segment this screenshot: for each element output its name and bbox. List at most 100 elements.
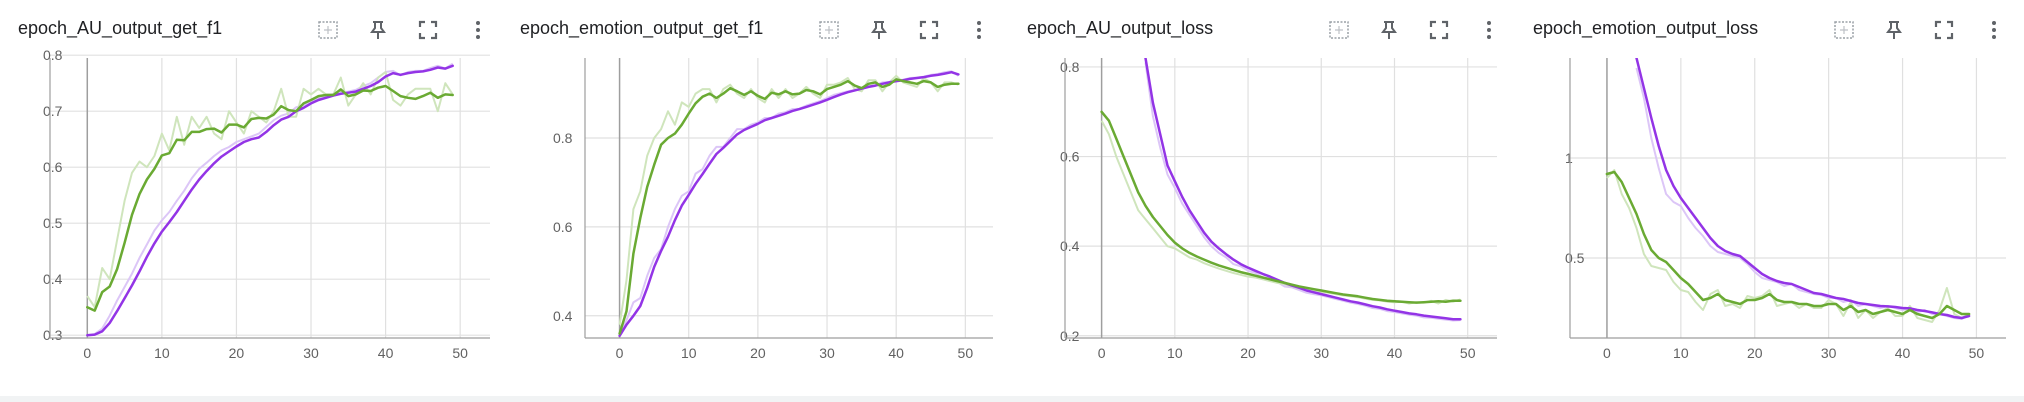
fullscreen-button[interactable] bbox=[1425, 16, 1453, 44]
purple-series-line[interactable] bbox=[1635, 58, 1971, 320]
green-series-line[interactable] bbox=[618, 78, 960, 335]
pin-button[interactable] bbox=[1375, 16, 1403, 44]
y-tick-label: 0.4 bbox=[43, 271, 63, 287]
bottom-divider bbox=[0, 396, 2024, 402]
x-tick-label: 50 bbox=[1460, 345, 1476, 361]
chart-title: epoch_AU_output_loss bbox=[1027, 18, 1214, 38]
x-tick-label: 40 bbox=[378, 345, 394, 361]
x-tick-label: 40 bbox=[1387, 345, 1403, 361]
fit-domain-icon bbox=[819, 21, 839, 39]
x-tick-label: 50 bbox=[452, 345, 468, 361]
series-group bbox=[1100, 58, 1462, 322]
fullscreen-icon bbox=[919, 20, 939, 40]
chart-title: epoch_emotion_output_loss bbox=[1533, 18, 1759, 38]
purple-raw-series-line bbox=[1144, 62, 1461, 322]
fit-domain-button[interactable] bbox=[314, 16, 342, 44]
x-tick-label: 0 bbox=[616, 345, 624, 361]
series-group bbox=[618, 70, 960, 338]
pin-button[interactable] bbox=[1880, 16, 1908, 44]
y-tick-label: 0.5 bbox=[1565, 250, 1585, 266]
pin-icon bbox=[370, 21, 386, 39]
series-group bbox=[1605, 58, 1971, 323]
more-options-button[interactable] bbox=[1980, 16, 2008, 44]
x-tick-label: 10 bbox=[1167, 345, 1183, 361]
chart-plot-area[interactable]: 0.3 0.4 0.5 0.6 0.7 0.8 0 10 20 30 40 50 bbox=[43, 47, 490, 361]
x-tick-label: 30 bbox=[1821, 345, 1837, 361]
x-tick-label: 20 bbox=[229, 345, 245, 361]
y-tick-label: 0.4 bbox=[1060, 238, 1080, 254]
pin-button[interactable] bbox=[364, 16, 392, 44]
x-tick-label: 40 bbox=[1895, 345, 1911, 361]
purple-raw-series-line bbox=[618, 70, 959, 335]
more-vert-icon bbox=[1992, 21, 1996, 39]
fullscreen-icon bbox=[418, 20, 438, 40]
fullscreen-icon bbox=[1934, 20, 1954, 40]
green-series-line[interactable] bbox=[86, 84, 454, 312]
chart-plot-area[interactable]: 0.4 0.6 0.8 0 10 20 30 40 50 bbox=[553, 58, 993, 361]
green-series-line[interactable] bbox=[1605, 170, 1971, 320]
fit-domain-button[interactable] bbox=[1325, 16, 1353, 44]
chart-toolbar bbox=[1830, 12, 2008, 48]
x-tick-label: 40 bbox=[888, 345, 904, 361]
fit-domain-button[interactable] bbox=[1830, 16, 1858, 44]
fullscreen-icon bbox=[1429, 20, 1449, 40]
green-series-line[interactable] bbox=[1100, 110, 1462, 304]
y-tick-label: 0.7 bbox=[43, 103, 63, 119]
purple-series-line[interactable] bbox=[86, 64, 454, 337]
y-tick-label: 0.4 bbox=[553, 308, 573, 324]
chart-plot-area[interactable]: 0.510 10 20 30 40 50 bbox=[1565, 58, 2006, 361]
x-tick-label: 10 bbox=[154, 345, 170, 361]
more-options-button[interactable] bbox=[965, 16, 993, 44]
purple-series-line[interactable] bbox=[618, 70, 960, 338]
y-tick-label: 0.5 bbox=[43, 215, 63, 231]
fullscreen-button[interactable] bbox=[414, 16, 442, 44]
fullscreen-button[interactable] bbox=[1930, 16, 1958, 44]
pin-button[interactable] bbox=[865, 16, 893, 44]
more-vert-icon bbox=[977, 21, 981, 39]
y-tick-label: 0.6 bbox=[553, 219, 573, 235]
y-tick-label: 0.6 bbox=[43, 159, 63, 175]
x-tick-label: 20 bbox=[1747, 345, 1763, 361]
series-group bbox=[86, 62, 454, 337]
x-tick-label: 0 bbox=[1603, 345, 1611, 361]
x-tick-label: 10 bbox=[1673, 345, 1689, 361]
y-tick-label: 0.2 bbox=[1060, 328, 1080, 344]
chart-plot-area[interactable]: 0.2 0.4 0.6 0.8 0 10 20 30 40 50 bbox=[1060, 58, 1497, 361]
x-tick-label: 30 bbox=[1313, 345, 1329, 361]
y-tick-label: 0.8 bbox=[43, 47, 63, 63]
x-tick-label: 0 bbox=[83, 345, 91, 361]
purple-raw-series-line bbox=[87, 62, 454, 337]
fullscreen-button[interactable] bbox=[915, 16, 943, 44]
more-options-button[interactable] bbox=[464, 16, 492, 44]
y-tick-label: 0.3 bbox=[43, 327, 63, 343]
pin-icon bbox=[871, 21, 887, 39]
green-raw-series-line bbox=[1606, 169, 1970, 323]
x-tick-label: 30 bbox=[819, 345, 835, 361]
chart-title: epoch_AU_output_get_f1 bbox=[18, 18, 223, 38]
y-tick-label: 0.8 bbox=[553, 130, 573, 146]
x-tick-label: 50 bbox=[1969, 345, 1985, 361]
y-tick-label: 0.8 bbox=[1060, 59, 1080, 75]
green-raw-series-line bbox=[1100, 120, 1461, 305]
chart-toolbar bbox=[815, 12, 993, 48]
more-options-button[interactable] bbox=[1475, 16, 1503, 44]
chart-toolbar bbox=[1325, 12, 1503, 48]
x-tick-label: 0 bbox=[1098, 345, 1106, 361]
more-vert-icon bbox=[476, 21, 480, 39]
x-tick-label: 20 bbox=[1240, 345, 1256, 361]
x-tick-label: 10 bbox=[681, 345, 697, 361]
x-tick-label: 30 bbox=[303, 345, 319, 361]
fit-domain-button[interactable] bbox=[815, 16, 843, 44]
x-tick-label: 20 bbox=[750, 345, 766, 361]
pin-icon bbox=[1381, 21, 1397, 39]
y-tick-label: 0.6 bbox=[1060, 149, 1080, 165]
fit-domain-icon bbox=[1329, 21, 1349, 39]
fit-domain-icon bbox=[1834, 21, 1854, 39]
chart-title: epoch_emotion_output_get_f1 bbox=[520, 18, 764, 38]
purple-series-line[interactable] bbox=[1144, 58, 1462, 321]
y-tick-label: 1 bbox=[1565, 150, 1573, 166]
x-tick-label: 50 bbox=[958, 345, 974, 361]
pin-icon bbox=[1886, 21, 1902, 39]
more-vert-icon bbox=[1487, 21, 1491, 39]
